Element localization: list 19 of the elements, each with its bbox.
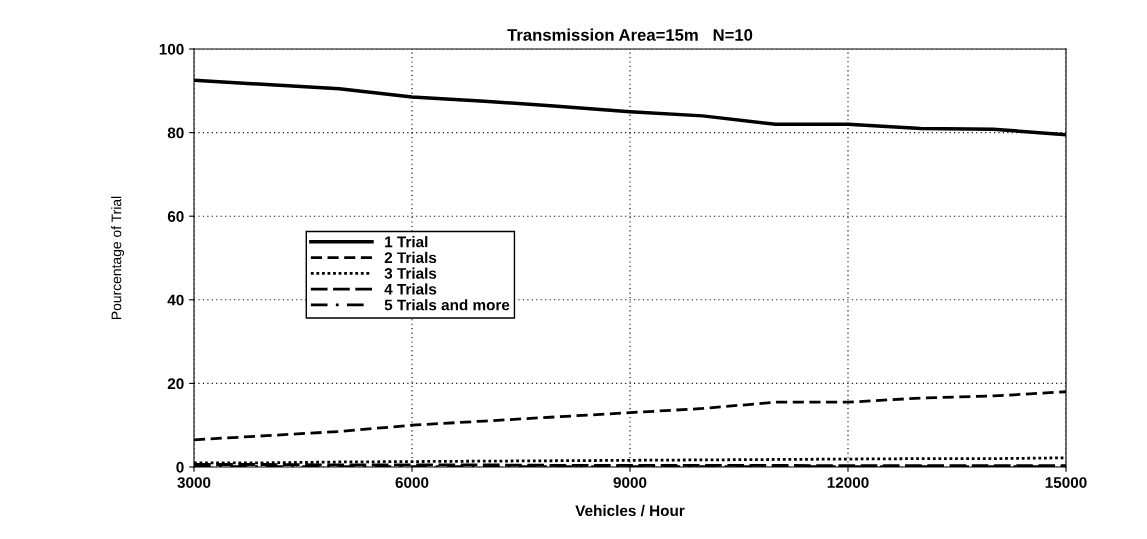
- legend-label: 3 Trials: [384, 267, 437, 279]
- x-tick-label: 6000: [395, 477, 429, 488]
- legend-label: 2 Trials: [384, 251, 437, 264]
- y-tick-label: 0: [176, 461, 184, 473]
- x-tick-label: 3000: [177, 477, 211, 488]
- legend-label: 4 Trials: [384, 283, 437, 295]
- y-tick-label: 60: [167, 211, 184, 222]
- x-tick-label: 15000: [1045, 477, 1087, 488]
- y-tick-label: 80: [167, 127, 184, 139]
- x-tick-label: 9000: [613, 477, 647, 488]
- y-tick-label: 100: [159, 43, 184, 55]
- x-tick-label: 12000: [827, 477, 869, 488]
- legend-label: 1 Trial: [385, 236, 428, 248]
- chart-title: Transmission Area=15m N=10: [507, 28, 753, 41]
- y-tick-label: 20: [167, 378, 184, 390]
- y-axis-title: Pourcentage of Trial: [111, 196, 125, 320]
- y-tick-label: 40: [167, 294, 184, 306]
- x-axis-title: Vehicles / Hour: [575, 504, 685, 517]
- legend-label: 5 Trials and more: [384, 299, 510, 311]
